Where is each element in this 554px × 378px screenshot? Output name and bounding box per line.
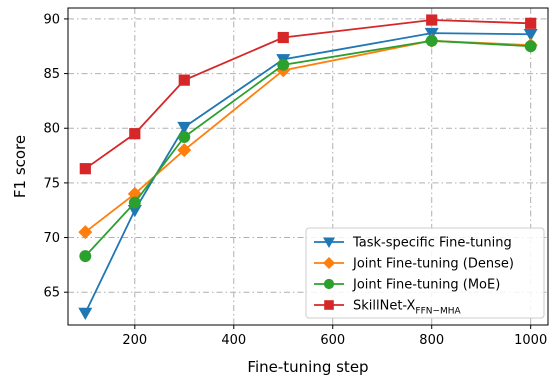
- data-point: [523, 28, 538, 42]
- series-line: [84, 39, 531, 233]
- y-tick-label: 75: [43, 176, 60, 191]
- legend-marker: [323, 278, 335, 290]
- y-tick-label: 70: [43, 231, 60, 246]
- series-group: [78, 27, 538, 320]
- legend-label: Task-specific Fine-tuning: [352, 236, 512, 251]
- data-point: [277, 31, 289, 44]
- y-tick-label: 90: [43, 12, 60, 27]
- y-tick-label: 85: [43, 67, 60, 82]
- y-tick-label: 80: [43, 122, 60, 137]
- data-point: [524, 40, 537, 53]
- series-line: [84, 39, 531, 257]
- y-axis-label: F1 score: [11, 135, 29, 198]
- data-point: [178, 74, 190, 86]
- data-point: [178, 131, 191, 143]
- legend-marker: [324, 300, 334, 310]
- legend-marker: [323, 257, 335, 269]
- data-point: [277, 58, 290, 71]
- legend-label: Joint Fine-tuning (MoE): [352, 278, 500, 293]
- series-line: [84, 19, 531, 170]
- x-tick-label: 400: [221, 333, 246, 348]
- data-point: [177, 143, 192, 158]
- series-layer: [78, 14, 538, 320]
- x-tick-label: 800: [419, 333, 444, 348]
- data-point: [79, 163, 91, 175]
- legend-label-subscript: FFN−MHA: [415, 307, 461, 317]
- legend-item: Task-specific Fine-tuning: [314, 236, 512, 251]
- data-point: [425, 34, 438, 47]
- plot-frame: [67, 7, 549, 326]
- data-point: [128, 196, 141, 209]
- data-point: [177, 121, 192, 135]
- data-point: [525, 17, 537, 29]
- x-axis-label: Fine-tuning step: [247, 358, 368, 376]
- data-point: [129, 128, 141, 140]
- y-tick-label: 65: [43, 286, 60, 301]
- data-point: [127, 204, 142, 218]
- series-group: [79, 14, 537, 175]
- x-tick-label: 600: [320, 333, 345, 348]
- data-point: [426, 14, 438, 26]
- data-point: [78, 225, 93, 240]
- legend-item: Joint Fine-tuning (Dense): [314, 257, 514, 272]
- axis-ticks: 200 400 600 800 1000 65 70 75 80 85 90: [43, 12, 547, 348]
- legend: Task-specific Fine-tuning Joint Fine-tuni…: [305, 227, 545, 319]
- series-group: [79, 34, 537, 263]
- data-point: [79, 250, 92, 263]
- series-line: [84, 32, 531, 314]
- legend-item: Joint Fine-tuning (MoE): [314, 278, 500, 293]
- data-point: [78, 307, 93, 320]
- x-tick-label: 1000: [514, 333, 547, 348]
- x-tick-label: 200: [122, 333, 147, 348]
- series-group: [78, 33, 538, 240]
- legend-marker: [323, 237, 335, 248]
- legend-label: Joint Fine-tuning (Dense): [352, 257, 514, 272]
- legend-box: [305, 227, 545, 319]
